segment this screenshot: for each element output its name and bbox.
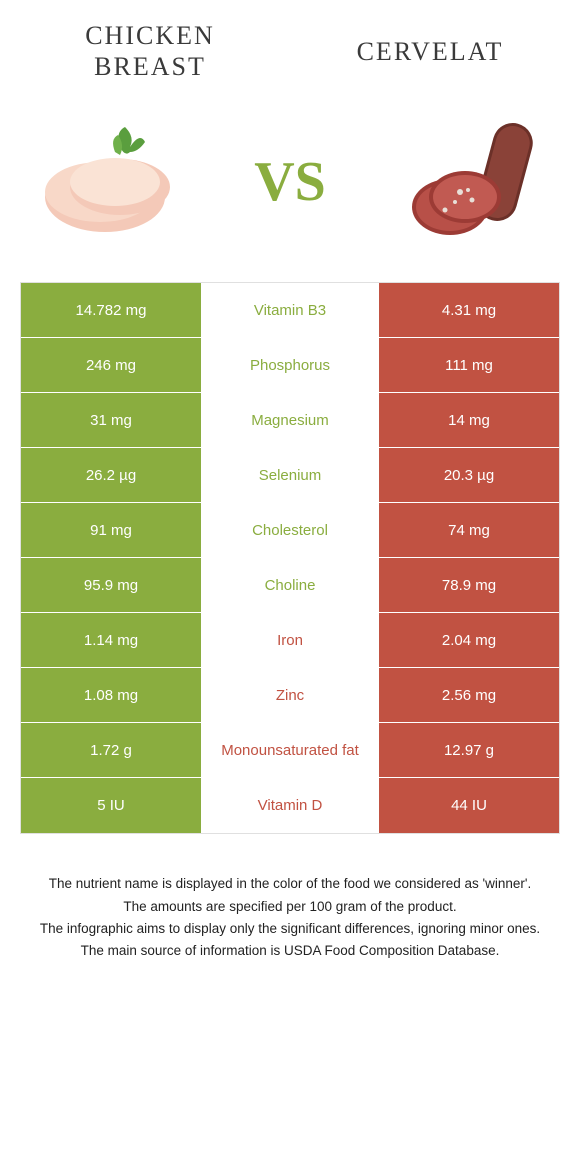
left-food-title: CHICKEN BREAST — [50, 20, 250, 82]
nutrient-name: Iron — [201, 613, 379, 667]
footer-notes: The nutrient name is displayed in the co… — [0, 834, 580, 983]
table-row: 1.08 mgZinc2.56 mg — [21, 668, 559, 723]
table-row: 95.9 mgCholine78.9 mg — [21, 558, 559, 613]
nutrient-name: Zinc — [201, 668, 379, 722]
right-value: 2.56 mg — [379, 668, 559, 722]
right-value: 2.04 mg — [379, 613, 559, 667]
table-row: 31 mgMagnesium14 mg — [21, 393, 559, 448]
left-value: 246 mg — [21, 338, 201, 392]
footer-line-3: The infographic aims to display only the… — [30, 919, 550, 939]
left-value: 95.9 mg — [21, 558, 201, 612]
table-row: 26.2 µgSelenium20.3 µg — [21, 448, 559, 503]
nutrient-name: Phosphorus — [201, 338, 379, 392]
right-value: 12.97 g — [379, 723, 559, 777]
table-row: 14.782 mgVitamin B34.31 mg — [21, 283, 559, 338]
nutrient-name: Monounsaturated fat — [201, 723, 379, 777]
table-row: 5 IUVitamin D44 IU — [21, 778, 559, 833]
images-row: VS — [0, 92, 580, 282]
table-row: 1.14 mgIron2.04 mg — [21, 613, 559, 668]
footer-line-4: The main source of information is USDA F… — [30, 941, 550, 961]
left-value: 31 mg — [21, 393, 201, 447]
footer-line-2: The amounts are specified per 100 gram o… — [30, 897, 550, 917]
nutrient-name: Vitamin B3 — [201, 283, 379, 337]
left-value: 1.72 g — [21, 723, 201, 777]
nutrient-name: Cholesterol — [201, 503, 379, 557]
chicken-breast-image — [30, 112, 190, 252]
vs-label: VS — [254, 150, 326, 214]
header-left-title-wrap: CHICKEN BREAST — [50, 20, 250, 82]
right-value: 4.31 mg — [379, 283, 559, 337]
right-value: 74 mg — [379, 503, 559, 557]
nutrient-table: 14.782 mgVitamin B34.31 mg246 mgPhosphor… — [20, 282, 560, 834]
right-food-title: CERVELAT — [357, 36, 504, 67]
header-right-title-wrap: CERVELAT — [330, 20, 530, 82]
cervelat-image — [390, 112, 550, 252]
table-row: 246 mgPhosphorus111 mg — [21, 338, 559, 393]
left-value: 5 IU — [21, 778, 201, 833]
left-value: 1.14 mg — [21, 613, 201, 667]
left-value: 26.2 µg — [21, 448, 201, 502]
left-value: 14.782 mg — [21, 283, 201, 337]
left-value: 1.08 mg — [21, 668, 201, 722]
header: CHICKEN BREAST CERVELAT — [0, 0, 580, 92]
nutrient-name: Magnesium — [201, 393, 379, 447]
nutrient-name: Selenium — [201, 448, 379, 502]
nutrient-name: Choline — [201, 558, 379, 612]
left-value: 91 mg — [21, 503, 201, 557]
right-value: 20.3 µg — [379, 448, 559, 502]
right-value: 111 mg — [379, 338, 559, 392]
right-value: 14 mg — [379, 393, 559, 447]
table-row: 91 mgCholesterol74 mg — [21, 503, 559, 558]
footer-line-1: The nutrient name is displayed in the co… — [30, 874, 550, 894]
right-value: 78.9 mg — [379, 558, 559, 612]
table-row: 1.72 gMonounsaturated fat12.97 g — [21, 723, 559, 778]
nutrient-name: Vitamin D — [201, 778, 379, 833]
right-value: 44 IU — [379, 778, 559, 833]
